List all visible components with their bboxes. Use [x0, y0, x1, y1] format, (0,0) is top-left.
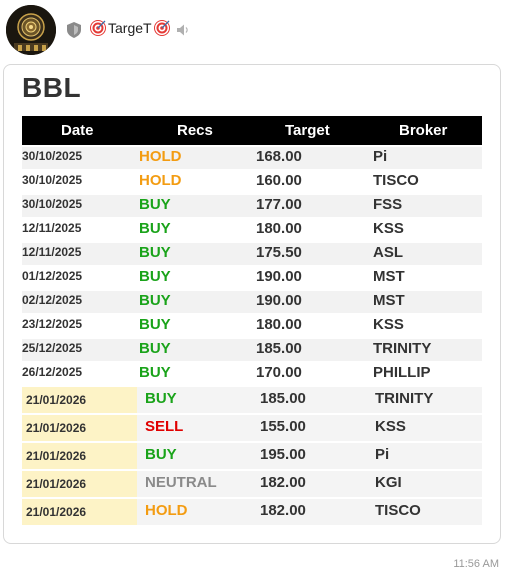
row-broker: Pi — [375, 446, 390, 463]
row-target-price: 180.00 — [256, 316, 302, 333]
message-time: 11:56 AM — [453, 558, 499, 570]
row-recommendation: BUY — [139, 220, 171, 237]
row-recommendation: HOLD — [139, 172, 182, 189]
row-date: 25/12/2025 — [22, 341, 83, 355]
row-date: 30/10/2025 — [22, 149, 83, 163]
row-recommendation: HOLD — [145, 502, 188, 519]
table-row: 12/11/2025 BUY 175.50 ASL — [22, 243, 482, 265]
row-recommendation: NEUTRAL — [145, 474, 217, 491]
row-date: 21/01/2026 — [26, 449, 87, 463]
table-row-highlighted: 21/01/2026 BUY 185.00 TRINITY — [22, 387, 482, 413]
table-row-highlighted: 21/01/2026 HOLD 182.00 TISCO — [22, 499, 482, 525]
date-highlight — [22, 443, 137, 469]
row-broker: PHILLIP — [373, 364, 431, 381]
table-row: 30/10/2025 HOLD 168.00 Pi — [22, 147, 482, 169]
row-broker: KSS — [375, 418, 406, 435]
row-broker: TRINITY — [373, 340, 432, 357]
row-broker: MST — [373, 268, 405, 285]
date-highlight — [22, 499, 137, 525]
row-recommendation: HOLD — [139, 148, 182, 165]
row-broker: Pi — [373, 148, 388, 165]
date-highlight — [22, 387, 137, 413]
stock-title: BBL — [22, 72, 82, 103]
table-row: 25/12/2025 BUY 185.00 TRINITY — [22, 339, 482, 361]
table-row: 12/11/2025 BUY 180.00 KSS — [22, 219, 482, 241]
row-target-price: 182.00 — [260, 502, 306, 519]
table-header: Date Recs Target Broker — [22, 116, 482, 145]
row-recommendation: BUY — [139, 316, 171, 333]
table-row: 23/12/2025 BUY 180.00 KSS — [22, 315, 482, 337]
row-target-price: 182.00 — [260, 474, 306, 491]
row-date: 26/12/2025 — [22, 365, 83, 379]
row-recommendation: BUY — [139, 364, 171, 381]
table-row: 01/12/2025 BUY 190.00 MST — [22, 267, 482, 289]
table-row-highlighted: 21/01/2026 SELL 155.00 KSS — [22, 415, 482, 441]
row-target-price: 170.00 — [256, 364, 302, 381]
row-broker: ASL — [373, 244, 403, 261]
row-recommendation: BUY — [139, 268, 171, 285]
row-broker: TISCO — [375, 502, 421, 519]
row-date: 21/01/2026 — [26, 505, 87, 519]
row-target-price: 185.00 — [256, 340, 302, 357]
row-date: 21/01/2026 — [26, 393, 87, 407]
channel-name-text: TargeT — [108, 20, 152, 36]
row-target-price: 195.00 — [260, 446, 306, 463]
table-row: 26/12/2025 BUY 170.00 PHILLIP — [22, 363, 482, 385]
row-date: 01/12/2025 — [22, 269, 83, 283]
channel-header: TargeT — [0, 0, 505, 60]
row-date: 30/10/2025 — [22, 197, 83, 211]
row-date: 12/11/2025 — [22, 221, 82, 235]
header-date: Date — [61, 122, 94, 139]
table-row-highlighted: 21/01/2026 NEUTRAL 182.00 KGI — [22, 471, 482, 497]
direct-hit-icon — [90, 20, 106, 36]
row-broker: KGI — [375, 474, 402, 491]
row-date: 23/12/2025 — [22, 317, 83, 331]
header-target: Target — [285, 122, 330, 139]
row-target-price: 160.00 — [256, 172, 302, 189]
row-recommendation: BUY — [139, 292, 171, 309]
row-broker: FSS — [373, 196, 403, 213]
muted-speaker-icon[interactable] — [176, 23, 190, 37]
row-broker: KSS — [373, 220, 404, 237]
row-recommendation: BUY — [139, 244, 171, 261]
row-recommendation: SELL — [145, 418, 184, 435]
channel-name[interactable]: TargeT — [90, 20, 170, 36]
dartboard-icon — [6, 5, 56, 55]
row-target-price: 190.00 — [256, 292, 302, 309]
header-broker: Broker — [399, 122, 448, 139]
row-target-price: 177.00 — [256, 196, 302, 213]
row-date: 21/01/2026 — [26, 421, 87, 435]
date-highlight — [22, 471, 137, 497]
row-broker: TRINITY — [375, 390, 434, 407]
table-row-highlighted: 21/01/2026 BUY 195.00 Pi — [22, 443, 482, 469]
row-target-price: 155.00 — [260, 418, 306, 435]
row-date: 02/12/2025 — [22, 293, 83, 307]
row-recommendation: BUY — [139, 340, 171, 357]
row-recommendation: BUY — [145, 446, 177, 463]
table-row: 02/12/2025 BUY 190.00 MST — [22, 291, 482, 313]
row-recommendation: BUY — [139, 196, 171, 213]
date-highlight — [22, 415, 137, 441]
row-recommendation: BUY — [145, 390, 177, 407]
row-target-price: 185.00 — [260, 390, 306, 407]
row-target-price: 175.50 — [256, 244, 302, 261]
row-broker: MST — [373, 292, 405, 309]
table-row: 30/10/2025 BUY 177.00 FSS — [22, 195, 482, 217]
row-date: 21/01/2026 — [26, 477, 87, 491]
row-broker: KSS — [373, 316, 404, 333]
direct-hit-icon — [153, 20, 170, 36]
shield-icon — [67, 22, 81, 38]
row-date: 12/11/2025 — [22, 245, 82, 259]
row-date: 30/10/2025 — [22, 173, 83, 187]
header-recs: Recs — [177, 122, 213, 139]
table-row: 30/10/2025 HOLD 160.00 TISCO — [22, 171, 482, 193]
channel-avatar[interactable] — [6, 5, 56, 55]
row-target-price: 190.00 — [256, 268, 302, 285]
row-broker: TISCO — [373, 172, 419, 189]
row-target-price: 180.00 — [256, 220, 302, 237]
row-target-price: 168.00 — [256, 148, 302, 165]
